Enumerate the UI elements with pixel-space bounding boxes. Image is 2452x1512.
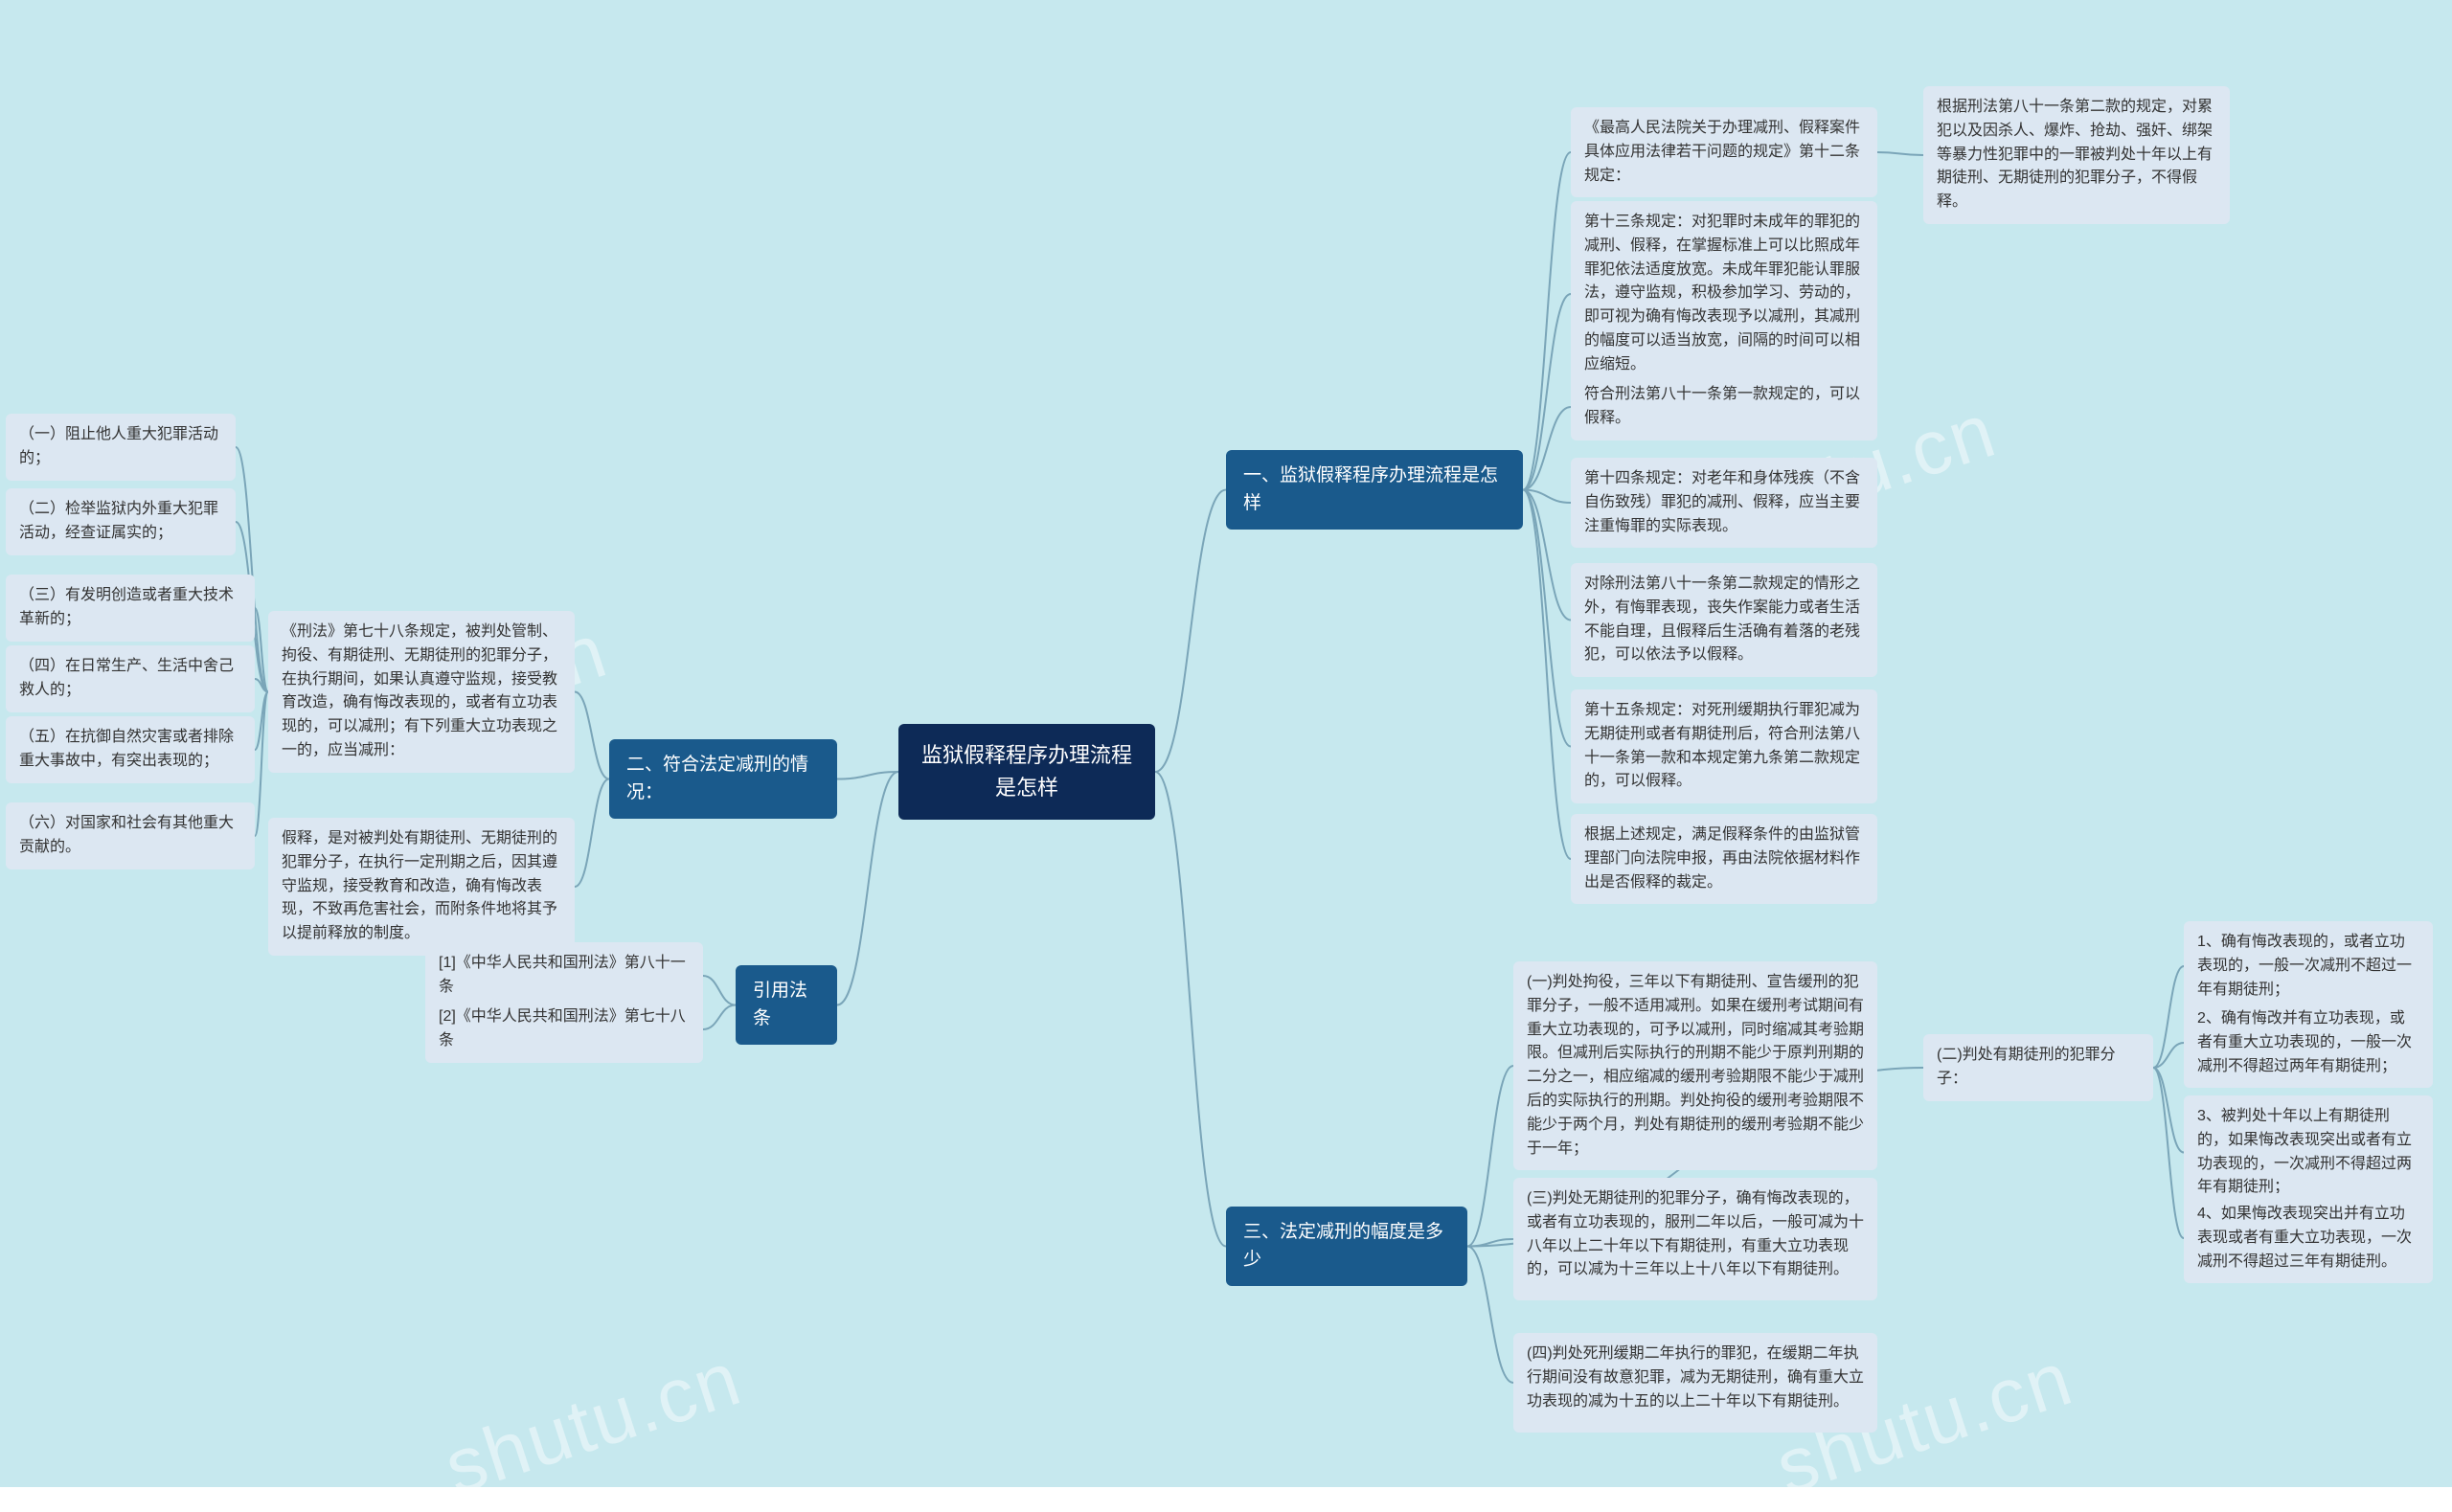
mindmap-node-n1e[interactable]: 对除刑法第八十一条第二款规定的情形之外，有悔罪表现，丧失作案能力或者生活不能自理… xyxy=(1571,563,1877,677)
mindmap-node-nLb[interactable]: [2]《中华人民共和国刑法》第七十八条 xyxy=(425,996,703,1063)
mindmap-root[interactable]: 监狱假释程序办理流程是怎样 xyxy=(898,724,1155,820)
mindmap-node-n1[interactable]: 一、监狱假释程序办理流程是怎样 xyxy=(1226,450,1523,530)
mindmap-node-n3[interactable]: 三、法定减刑的幅度是多少 xyxy=(1226,1207,1467,1286)
watermark: shutu.cn xyxy=(435,1334,752,1512)
mindmap-node-n1g[interactable]: 根据上述规定，满足假释条件的由监狱管理部门向法院申报，再由法院依据材料作出是否假… xyxy=(1571,814,1877,904)
mindmap-node-n3d[interactable]: (四)判处死刑缓期二年执行的罪犯，在缓期二年执行期间没有故意犯罪，减为无期徒刑，… xyxy=(1513,1333,1877,1433)
mindmap-node-n2a3[interactable]: （三）有发明创造或者重大技术革新的； xyxy=(6,575,255,642)
mindmap-node-n3a[interactable]: (一)判处拘役，三年以下有期徒刑、宣告缓刑的犯罪分子，一般不适用减刑。如果在缓刑… xyxy=(1513,961,1877,1170)
mindmap-node-n1c[interactable]: 符合刑法第八十一条第一款规定的，可以假释。 xyxy=(1571,373,1877,440)
mindmap-node-n3c[interactable]: (三)判处无期徒刑的犯罪分子，确有悔改表现的，或者有立功表现的，服刑二年以后，一… xyxy=(1513,1178,1877,1300)
mindmap-node-n2[interactable]: 二、符合法定减刑的情况： xyxy=(609,739,837,819)
mindmap-node-n2b[interactable]: 假释，是对被判处有期徒刑、无期徒刑的犯罪分子，在执行一定刑期之后，因其遵守监规，… xyxy=(268,818,575,956)
mindmap-node-n1d[interactable]: 第十四条规定：对老年和身体残疾（不含自伤致残）罪犯的减刑、假释，应当主要注重悔罪… xyxy=(1571,458,1877,548)
mindmap-node-n1a[interactable]: 《最高人民法院关于办理减刑、假释案件具体应用法律若干问题的规定》第十二条规定： xyxy=(1571,107,1877,197)
mindmap-node-n3b[interactable]: (二)判处有期徒刑的犯罪分子： xyxy=(1923,1034,2153,1101)
mindmap-node-n2a4[interactable]: （四）在日常生产、生活中舍己救人的； xyxy=(6,645,255,712)
mindmap-node-n2a6[interactable]: （六）对国家和社会有其他重大贡献的。 xyxy=(6,802,255,869)
mindmap-node-n2a1[interactable]: （一）阻止他人重大犯罪活动的； xyxy=(6,414,236,481)
mindmap-node-n2a[interactable]: 《刑法》第七十八条规定，被判处管制、拘役、有期徒刑、无期徒刑的犯罪分子，在执行期… xyxy=(268,611,575,773)
mindmap-node-n1b[interactable]: 第十三条规定：对犯罪时未成年的罪犯的减刑、假释，在掌握标准上可以比照成年罪犯依法… xyxy=(1571,201,1877,387)
mindmap-node-n3b4[interactable]: 4、如果悔改表现突出并有立功表现或者有重大立功表现，一次减刑不得超过三年有期徒刑… xyxy=(2184,1193,2433,1283)
mindmap-canvas: shutu.cnshutu.cnshutu.cnshutu.cn监狱假释程序办理… xyxy=(0,0,2452,1487)
mindmap-node-n1f[interactable]: 第十五条规定：对死刑缓期执行罪犯减为无期徒刑或者有期徒刑后，符合刑法第八十一条第… xyxy=(1571,689,1877,803)
mindmap-node-n2a2[interactable]: （二）检举监狱内外重大犯罪活动，经查证属实的； xyxy=(6,488,236,555)
mindmap-node-n2a5[interactable]: （五）在抗御自然灾害或者排除重大事故中，有突出表现的； xyxy=(6,716,255,783)
mindmap-node-nL[interactable]: 引用法条 xyxy=(736,965,837,1045)
mindmap-node-n1a1[interactable]: 根据刑法第八十一条第二款的规定，对累犯以及因杀人、爆炸、抢劫、强奸、绑架等暴力性… xyxy=(1923,86,2230,224)
mindmap-node-n3b2[interactable]: 2、确有悔改并有立功表现，或者有重大立功表现的，一般一次减刑不得超过两年有期徒刑… xyxy=(2184,998,2433,1088)
